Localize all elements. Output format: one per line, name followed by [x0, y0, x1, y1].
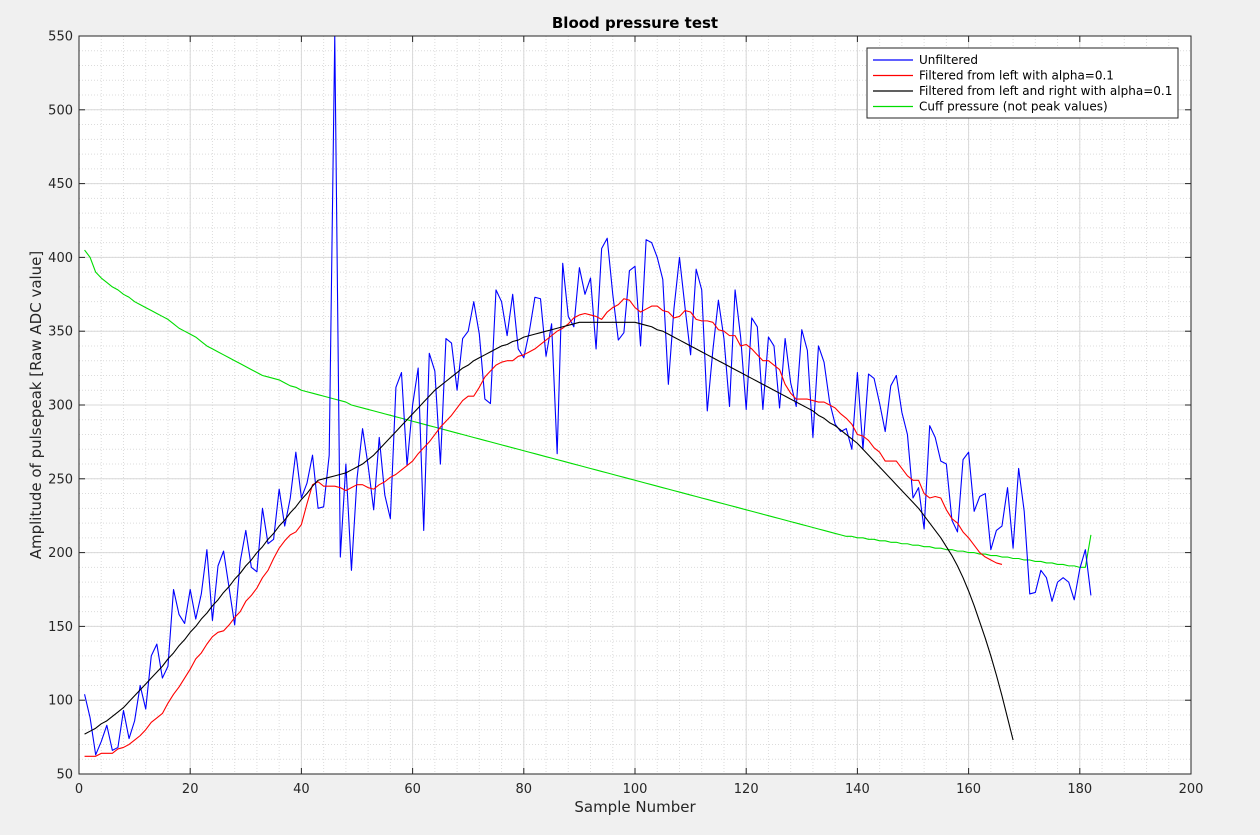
- x-tick-label: 0: [75, 782, 83, 797]
- x-tick-label: 140: [845, 782, 870, 797]
- chart-title: Blood pressure test: [552, 14, 718, 32]
- x-tick-label: 200: [1179, 782, 1204, 797]
- y-tick-label: 400: [48, 251, 73, 266]
- y-tick-label: 500: [48, 103, 73, 118]
- y-tick-label: 100: [48, 694, 73, 709]
- y-tick-label: 50: [56, 768, 73, 783]
- y-tick-label: 350: [48, 325, 73, 340]
- legend-label: Unfiltered: [919, 53, 978, 67]
- y-axis-label: Amplitude of pulsepeak [Raw ADC value]: [27, 251, 45, 560]
- series-line-3: [84, 249, 1092, 568]
- x-tick-label: 120: [734, 782, 759, 797]
- series-line-0: [84, 36, 1092, 756]
- legend-label: Filtered from left and right with alpha=…: [919, 84, 1172, 98]
- x-tick-label: 20: [182, 782, 199, 797]
- series-layer: [84, 36, 1092, 757]
- legend: Unfiltered Filtered from left with alpha=…: [866, 47, 1179, 119]
- series-line-1: [84, 298, 1003, 757]
- series-line-2: [84, 321, 1014, 741]
- legend-box: [866, 47, 1179, 119]
- y-tick-label: 300: [48, 399, 73, 414]
- y-tick-label: 150: [48, 620, 73, 635]
- legend-label: Cuff pressure (not peak values): [919, 100, 1108, 114]
- y-tick-label: 200: [48, 546, 73, 561]
- y-tick-label: 450: [48, 177, 73, 192]
- axis-ticks: [78, 35, 1192, 775]
- x-tick-label: 100: [623, 782, 648, 797]
- y-tick-label: 550: [48, 30, 73, 45]
- x-tick-label: 80: [516, 782, 533, 797]
- x-tick-label: 160: [956, 782, 981, 797]
- y-tick-label: 250: [48, 472, 73, 487]
- x-axis-label: Sample Number: [574, 798, 696, 816]
- x-tick-label: 180: [1067, 782, 1092, 797]
- x-tick-label: 40: [293, 782, 310, 797]
- tick-labels: 0 20 40 60 80 100 120 140 160 180 200 50 100 150 200 25…: [48, 30, 1203, 798]
- legend-label: Filtered from left with alpha=0.1: [919, 69, 1114, 83]
- x-tick-label: 60: [404, 782, 421, 797]
